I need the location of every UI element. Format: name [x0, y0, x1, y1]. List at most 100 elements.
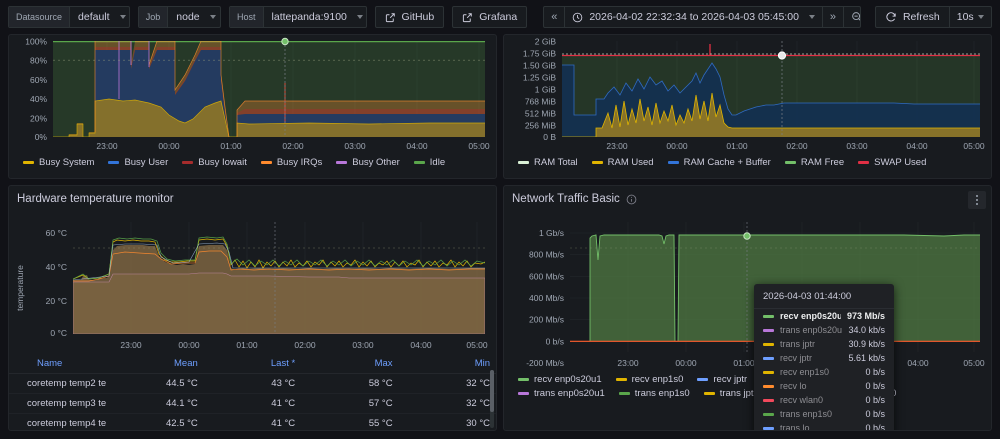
temperature-series-table[interactable]: Name Mean Last * Max Min coretemp temp2 …	[9, 354, 496, 430]
legend-label: RAM Cache + Buffer	[683, 157, 771, 168]
time-shift-back-button[interactable]: «	[544, 7, 566, 27]
legend-label: Busy User	[124, 157, 169, 168]
cpu-chart[interactable]: 100% 80% 60% 40% 20% 0%	[9, 35, 496, 168]
time-shift-forward-button[interactable]: »	[823, 7, 845, 27]
memory-y-axis: 2 GiB 1.75 GiB 1.50 GiB 1.25 GiB 1 GiB 7…	[523, 37, 556, 143]
tooltip-swatch	[763, 342, 774, 346]
svg-text:00:00: 00:00	[178, 340, 200, 350]
chevron-down-icon	[209, 15, 216, 19]
legend-item[interactable]: RAM Cache + Buffer	[667, 157, 771, 168]
memory-chart[interactable]: 2 GiB 1.75 GiB 1.50 GiB 1.25 GiB 1 GiB 7…	[504, 35, 991, 168]
table-row[interactable]: coretemp temp2 temp 44.5 °C 43 °C 58 °C …	[9, 373, 496, 394]
table-row[interactable]: coretemp temp4 temp 42.5 °C 41 °C 55 °C …	[9, 413, 496, 430]
svg-text:200 Mb/s: 200 Mb/s	[529, 315, 564, 325]
tooltip-series-name: recv enp1s0	[780, 367, 830, 377]
legend-item[interactable]: Busy User	[108, 157, 168, 168]
table-col-min[interactable]: Min	[398, 354, 496, 374]
legend-swatch	[858, 161, 870, 164]
legend-item[interactable]: trans enp0s20u1	[518, 388, 605, 399]
network-y-axis: 1 Gb/s 800 Mb/s 600 Mb/s 400 Mb/s 200 Mb…	[526, 228, 564, 368]
tooltip-row: recv lo 0 b/s	[754, 379, 894, 393]
legend-item[interactable]: RAM Free	[784, 157, 844, 168]
cell-mean: 42.5 °C	[106, 413, 204, 430]
refresh-icon	[886, 12, 896, 22]
legend-item[interactable]: RAM Used	[591, 157, 654, 168]
tooltip-row: recv wlan0 0 b/s	[754, 393, 894, 407]
svg-text:23:00: 23:00	[606, 141, 628, 151]
variable-job-value[interactable]: node	[176, 11, 200, 23]
legend-item[interactable]: trans jptr	[703, 388, 757, 399]
time-range-controls: « 2026-04-02 22:32:34 to 2026-04-03 05:4…	[543, 6, 861, 28]
variable-host-value[interactable]: lattepanda:9100	[271, 11, 347, 23]
refresh-interval-picker[interactable]: 10s	[950, 7, 991, 27]
svg-text:1 GiB: 1 GiB	[535, 85, 557, 95]
temperature-y-axis: 60 °C 40 °C 20 °C 0 °C	[46, 228, 67, 338]
legend-swatch	[108, 161, 120, 164]
variable-job[interactable]: Job node	[137, 6, 222, 28]
svg-text:2 GiB: 2 GiB	[535, 37, 557, 47]
legend-item[interactable]: RAM Total	[518, 157, 578, 168]
time-range-picker[interactable]: 2026-04-02 22:32:34 to 2026-04-03 05:45:…	[565, 7, 823, 27]
legend-item[interactable]: Busy Iowait	[182, 157, 247, 168]
clock-icon	[573, 12, 583, 22]
table-col-name[interactable]: Name	[9, 354, 107, 374]
svg-text:100%: 100%	[25, 37, 47, 47]
table-header-row: Name Mean Last * Max Min	[9, 354, 496, 374]
panel-menu-button[interactable]	[968, 191, 986, 209]
dashboard-toolbar: Datasource default Job node Host lattepa…	[0, 0, 1000, 34]
legend-item[interactable]: recv enp1s0	[615, 374, 683, 385]
tooltip-series-value: 0 b/s	[865, 367, 885, 377]
zoom-out-button[interactable]	[844, 7, 860, 27]
network-chart[interactable]: 1 Gb/s 800 Mb/s 600 Mb/s 400 Mb/s 200 Mb…	[504, 212, 991, 430]
legend-item[interactable]: trans enp1s0	[618, 388, 690, 399]
svg-text:0%: 0%	[35, 132, 48, 142]
zoom-out-icon	[852, 12, 860, 21]
variable-datasource-value[interactable]: default	[78, 11, 110, 23]
table-col-max[interactable]: Max	[301, 354, 399, 374]
memory-legend: RAM Total RAM Used RAM Cache + Buffer RA…	[504, 155, 991, 168]
legend-item[interactable]: Idle	[413, 157, 445, 168]
chevron-down-icon	[808, 15, 815, 19]
grafana-link-label: Grafana	[479, 11, 518, 23]
svg-text:03:00: 03:00	[352, 340, 374, 350]
legend-label: recv jptr	[713, 374, 748, 385]
info-circle-icon[interactable]	[626, 194, 637, 205]
legend-swatch	[697, 378, 709, 381]
legend-swatch	[703, 392, 715, 395]
refresh-button[interactable]: Refresh	[876, 7, 950, 27]
grafana-link-button[interactable]: Grafana	[452, 6, 528, 28]
legend-item[interactable]: Busy IRQs	[260, 157, 322, 168]
github-link-button[interactable]: GitHub	[374, 6, 445, 28]
temperature-y-axis-title: temperature	[15, 265, 25, 311]
svg-text:00:00: 00:00	[675, 358, 697, 368]
svg-text:05:00: 05:00	[963, 358, 985, 368]
tooltip-series-value: 0 b/s	[865, 381, 885, 391]
tooltip-series-value: 973 Mb/s	[846, 311, 885, 321]
table-col-mean[interactable]: Mean	[106, 354, 204, 374]
variable-host[interactable]: Host lattepanda:9100	[229, 6, 367, 28]
tooltip-row: trans jptr 30.9 kb/s	[754, 337, 894, 351]
legend-label: recv enp0s20u1	[534, 374, 602, 385]
cursor-point	[777, 51, 787, 60]
cursor-point	[281, 37, 289, 46]
table-row[interactable]: coretemp temp3 temp 44.1 °C 41 °C 57 °C …	[9, 393, 496, 414]
cell-mean: 44.1 °C	[106, 393, 204, 414]
legend-item[interactable]: Busy Other	[336, 157, 400, 168]
tooltip-series-name: trans enp0s20u1	[780, 325, 843, 335]
tooltip-series-value: 5.61 kb/s	[848, 353, 885, 363]
variable-datasource[interactable]: Datasource default	[8, 6, 130, 28]
svg-text:1.75 GiB: 1.75 GiB	[523, 49, 556, 59]
svg-text:05:00: 05:00	[466, 340, 488, 350]
svg-text:05:00: 05:00	[963, 141, 985, 151]
legend-item[interactable]: SWAP Used	[858, 157, 926, 168]
temperature-chart[interactable]: temperature 60 °C 40 °C 20 °C 0 °C	[9, 212, 496, 354]
tooltip-row: trans lo 0 b/s	[754, 421, 894, 430]
svg-text:03:00: 03:00	[846, 141, 868, 151]
legend-item[interactable]: Busy System	[23, 157, 94, 168]
tooltip-series-value: 0 b/s	[865, 409, 885, 419]
table-scrollbar-thumb[interactable]	[490, 370, 494, 412]
tooltip-row: recv enp0s20u1 973 Mb/s	[754, 309, 894, 323]
table-col-last[interactable]: Last *	[203, 354, 302, 374]
legend-item[interactable]: recv jptr	[697, 374, 747, 385]
legend-item[interactable]: recv enp0s20u1	[518, 374, 602, 385]
